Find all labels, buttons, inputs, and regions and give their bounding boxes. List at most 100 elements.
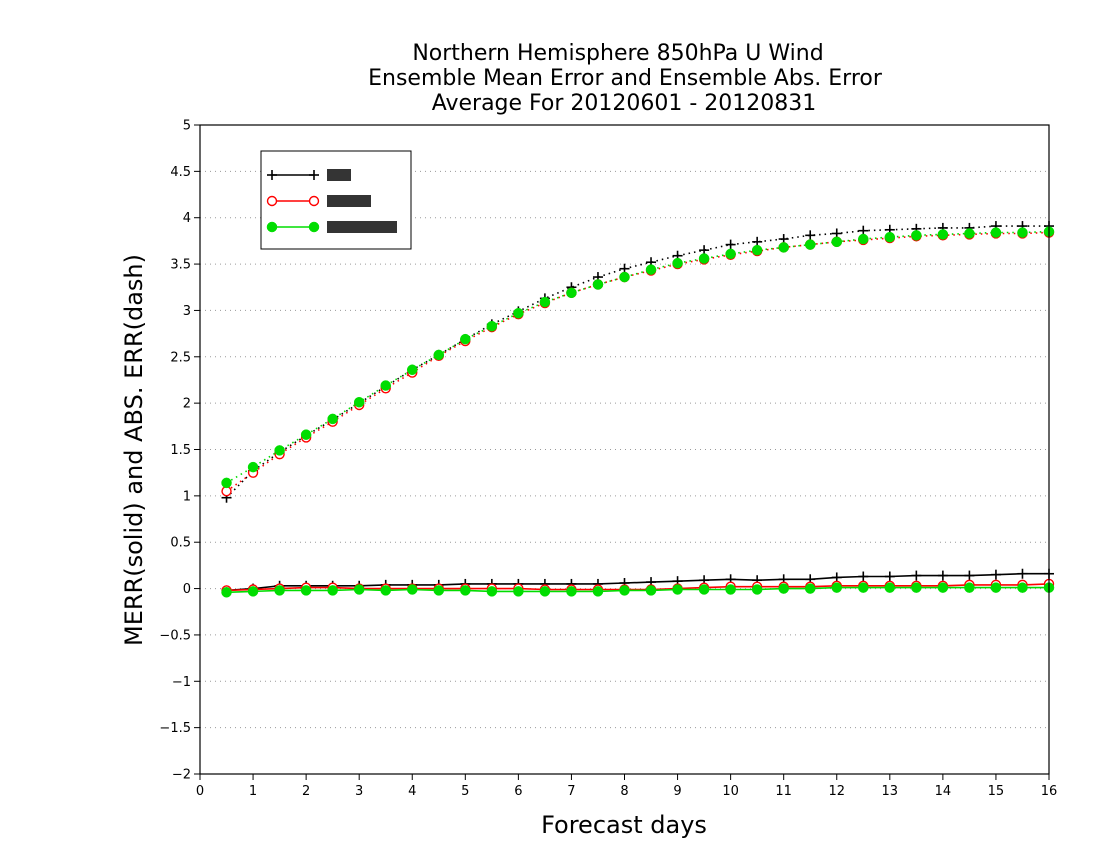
x-tick-label: 11 <box>775 784 792 799</box>
y-axis-label: MERR(solid) and ABS. ERR(dash) <box>120 254 148 646</box>
series-3-abs-error-point <box>778 242 789 253</box>
x-axis-label: Forecast days <box>541 811 707 839</box>
series-3-abs-error-point <box>300 429 312 440</box>
series-3-mean-error-point <box>513 586 524 597</box>
legend-marker <box>308 195 320 207</box>
series-3-abs-error-point <box>964 228 975 239</box>
series-3-mean-error-point <box>327 585 338 596</box>
series-3-abs-error-point <box>274 445 285 456</box>
y-tick-label: 2.5 <box>170 350 191 365</box>
series-3-mean-error-point <box>990 582 1002 593</box>
series-3-abs-error-point <box>937 229 949 240</box>
series-1-mean-error-point <box>858 571 869 582</box>
series-3-abs-error-point <box>804 239 816 250</box>
x-tick-label: 5 <box>461 784 469 799</box>
series-3 <box>221 226 1055 598</box>
y-tick-label: 1 <box>183 489 191 504</box>
x-tick-label: 7 <box>567 784 575 799</box>
chart-title: Northern Hemisphere 850hPa U Wind Ensemb… <box>368 41 883 116</box>
x-tick-label: 15 <box>988 784 1005 799</box>
series-3-mean-error-point <box>460 585 471 596</box>
series-1-mean-error-point <box>911 570 922 581</box>
series-3-abs-error-point <box>460 333 471 345</box>
legend <box>260 150 412 250</box>
series-3-mean-error-point <box>858 582 869 593</box>
legend-marker <box>266 221 278 233</box>
series-3-mean-error-point <box>698 584 710 595</box>
legend-marker <box>267 170 277 180</box>
x-tick-label: 12 <box>828 784 845 799</box>
series-3-mean-error-point <box>407 584 418 595</box>
legend-marker <box>309 170 319 180</box>
x-axis-ticks: 0 1 2 3 4 5 6 7 8 9 10 11 12 13 14 15 16 <box>196 774 1057 799</box>
legend-entries <box>266 169 397 233</box>
series-3-mean-error-point <box>274 585 285 596</box>
y-tick-label: 0 <box>183 582 191 597</box>
y-tick-label: 3 <box>183 304 191 319</box>
series-1-abs-error-point <box>805 230 816 241</box>
series-3-abs-error-point <box>327 413 338 425</box>
series-3-mean-error-point <box>486 586 498 597</box>
series-3-mean-error-point <box>353 584 365 595</box>
series-3-abs-error-point <box>858 233 869 245</box>
series-3-abs-error-point <box>645 264 657 275</box>
series-3-abs-error-point <box>911 230 922 241</box>
series-1-mean-error-point <box>884 571 895 582</box>
series-3-abs-error-point <box>884 231 896 243</box>
legend-label-glyphs <box>327 195 371 207</box>
x-tick-label: 9 <box>673 784 681 799</box>
x-tick-label: 2 <box>302 784 310 799</box>
y-tick-label: −0.5 <box>159 628 191 643</box>
series-3-abs-error-point <box>725 248 736 260</box>
series-3-abs-error-point <box>1017 227 1028 238</box>
y-axis-ticks: −2 −1.5 −1 −0.5 0 0.5 1 1.5 2 2.5 3 3.5 4 4.5 5 <box>159 119 200 783</box>
series-3-mean-error-point <box>645 585 657 596</box>
series-1-mean-error-point <box>990 569 1001 580</box>
series-3-mean-error-point <box>804 583 816 594</box>
series-3-mean-error-point <box>672 584 683 595</box>
y-tick-label: 4.5 <box>170 165 191 180</box>
series-3-abs-error-point <box>672 257 683 269</box>
series-3-mean-error-point <box>566 586 577 597</box>
series-3-abs-error-point <box>566 287 577 299</box>
legend-label-glyphs <box>327 169 351 181</box>
y-tick-label: 1.5 <box>170 443 191 458</box>
series-3-abs-error-point <box>353 396 365 408</box>
series-1-abs-error-line <box>225 225 1049 499</box>
series-1 <box>221 221 1054 596</box>
x-tick-label: 0 <box>196 784 204 799</box>
series-3-mean-error-point <box>619 585 630 596</box>
series-3-abs-error-point <box>247 461 259 473</box>
y-tick-label: 3.5 <box>170 258 191 273</box>
x-tick-label: 4 <box>408 784 416 799</box>
plot-frame <box>199 124 1050 775</box>
series-3-mean-error-point <box>300 585 312 596</box>
chart-title-line-1: Northern Hemisphere 850hPa U Wind <box>412 41 823 66</box>
x-tick-label: 3 <box>355 784 363 799</box>
y-tick-label: −1 <box>172 675 191 690</box>
series-1-abs-error-point <box>725 239 736 250</box>
series-3-abs-error-point <box>698 253 710 264</box>
series-1-mean-error-point <box>937 570 948 581</box>
series-3-abs-error-point <box>539 296 551 308</box>
series-3-mean-error-point <box>964 582 975 593</box>
series-3-abs-error-point <box>433 349 445 361</box>
x-tick-label: 16 <box>1041 784 1058 799</box>
y-tick-label: −2 <box>172 768 191 783</box>
x-tick-label: 10 <box>722 784 739 799</box>
x-tick-label: 14 <box>935 784 952 799</box>
series-3-mean-error-point <box>1017 582 1028 593</box>
series-3-mean-error-point <box>247 586 259 597</box>
chart-title-line-3: Average For 20120601 - 20120831 <box>432 91 817 116</box>
series-3-abs-error-point <box>751 244 763 256</box>
legend-marker <box>308 221 320 233</box>
series-3-abs-error-point <box>831 236 842 248</box>
series-3-mean-error-point <box>831 582 842 593</box>
legend-label-glyphs <box>327 221 397 233</box>
series-3-mean-error-point <box>937 582 949 593</box>
legend-marker <box>266 195 278 207</box>
series-3-mean-error-point <box>911 582 922 593</box>
series-3-mean-error-point <box>725 584 736 595</box>
series-layer <box>221 221 1055 598</box>
